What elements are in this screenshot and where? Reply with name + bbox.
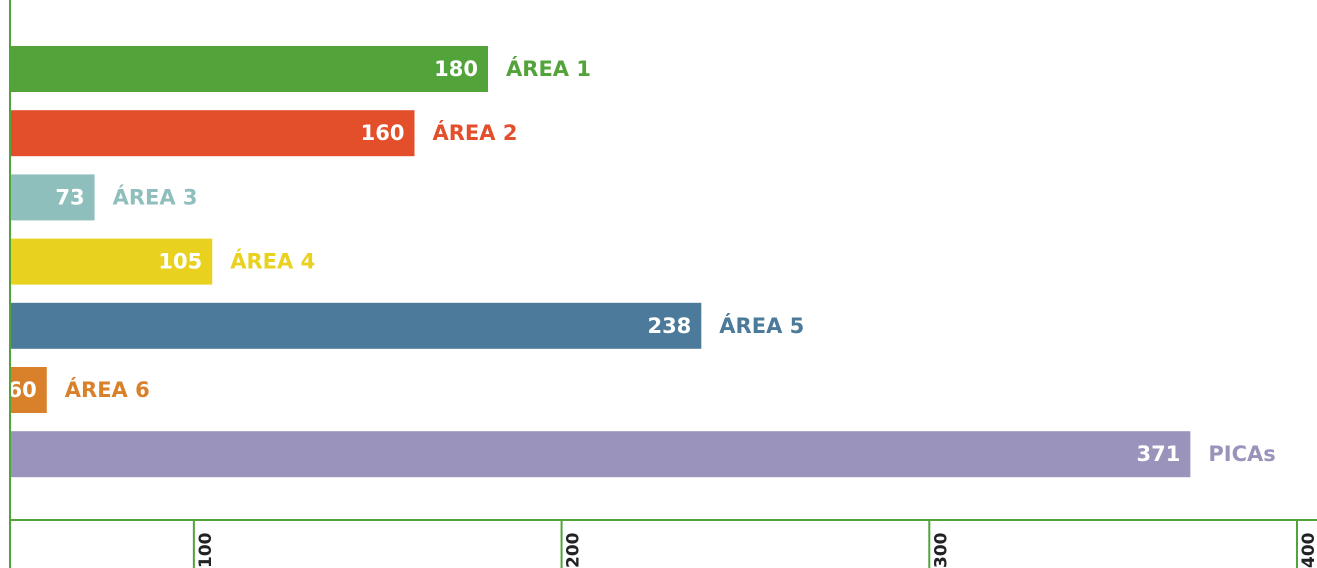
bar [10,431,1191,478]
value-label: 238 [647,314,691,338]
x-tick-label: 200 [564,532,584,568]
value-label: 180 [434,57,478,81]
category-label: ÁREA 3 [113,184,198,209]
bar [10,367,47,413]
bar [10,238,213,285]
x-tick-label: 300 [931,532,951,568]
bar [10,174,95,221]
value-label: 60 [8,378,37,402]
category-label: ÁREA 5 [719,313,804,338]
bar [10,110,415,157]
value-label: 105 [158,250,202,274]
x-tick-label: 400 [1299,532,1317,568]
x-tick-label: 100 [196,532,216,568]
category-label: PICAs [1208,442,1275,466]
category-label: ÁREA 2 [432,120,517,145]
bars [10,46,1191,478]
category-label: ÁREA 1 [506,56,591,81]
bar [10,46,489,92]
category-label: ÁREA 6 [65,377,150,402]
bar [10,302,702,349]
category-label: ÁREA 4 [230,249,315,274]
value-label: 160 [361,121,405,145]
value-label: 73 [55,185,84,209]
value-label: 371 [1137,442,1181,466]
